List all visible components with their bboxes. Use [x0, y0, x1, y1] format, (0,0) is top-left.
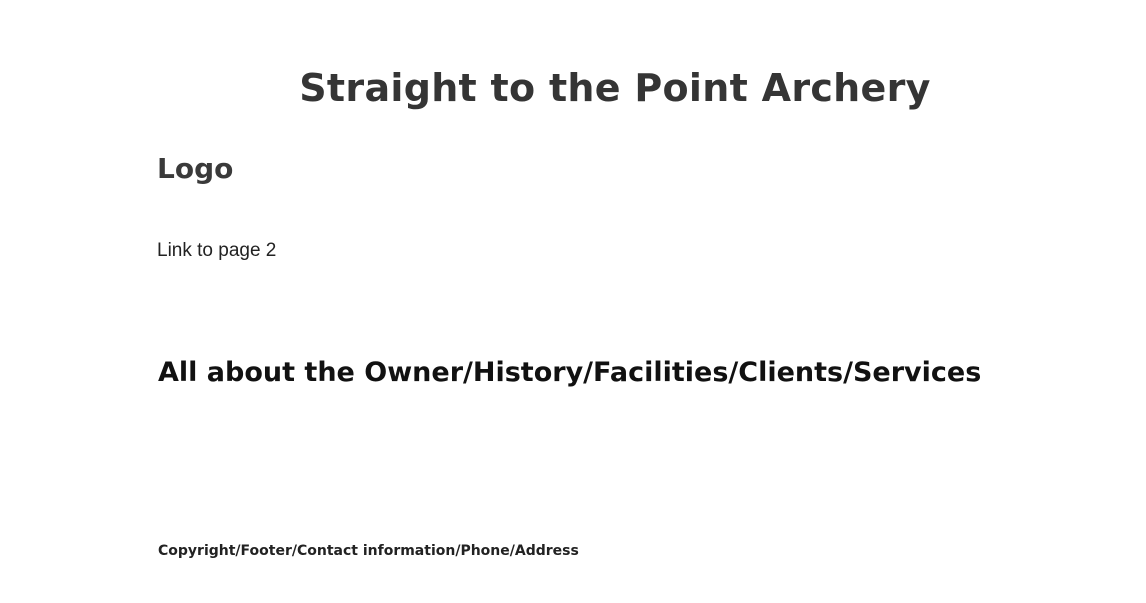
- site-title: Straight to the Point Archery: [299, 66, 931, 110]
- logo: Logo: [157, 152, 234, 185]
- content-heading: All about the Owner/History/Facilities/C…: [158, 357, 982, 388]
- footer-text: Copyright/Footer/Contact information/Pho…: [158, 543, 579, 559]
- link-page-2[interactable]: Link to page 2: [157, 240, 277, 261]
